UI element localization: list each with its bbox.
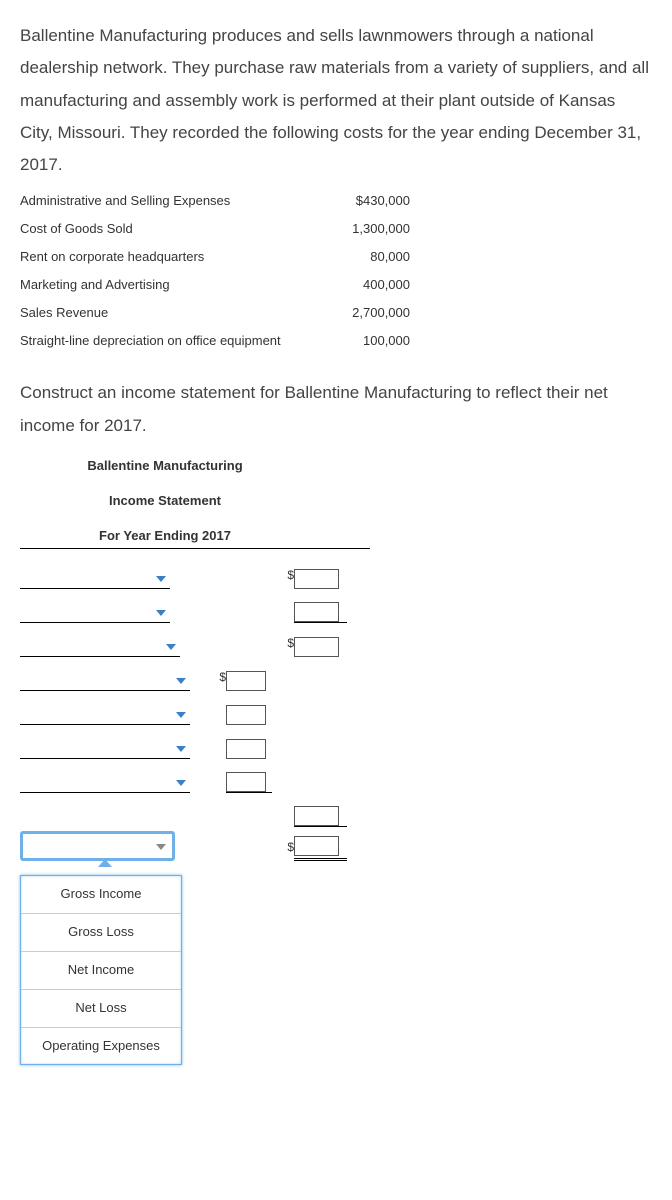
dollar-sign: $ — [216, 668, 226, 691]
cost-row: Cost of Goods Sold1,300,000 — [20, 219, 652, 247]
cost-row: Administrative and Selling Expenses$430,… — [20, 191, 652, 219]
line-item-dropdown[interactable] — [20, 767, 190, 793]
cost-label: Marketing and Advertising — [20, 275, 330, 296]
amount-input[interactable] — [294, 602, 339, 622]
cost-row: Rent on corporate headquarters80,000 — [20, 247, 652, 275]
line-item-dropdown[interactable] — [20, 831, 175, 861]
dropdown-option[interactable]: Operating Expenses — [21, 1028, 181, 1065]
cost-value: 80,000 — [330, 247, 410, 268]
worksheet-row — [20, 725, 652, 759]
cost-table: Administrative and Selling Expenses$430,… — [20, 191, 652, 359]
dropdown-option[interactable]: Gross Loss — [21, 914, 181, 952]
worksheet-row: $ — [20, 555, 652, 589]
chevron-down-icon — [176, 780, 186, 786]
amount-col-1 — [216, 767, 276, 793]
problem-paragraph-2: Construct an income statement for Ballen… — [20, 377, 652, 442]
chevron-down-icon — [176, 712, 186, 718]
amount-col-1 — [216, 739, 276, 759]
cost-row: Straight-line depreciation on office equ… — [20, 331, 652, 359]
amount-col-2 — [284, 801, 354, 827]
amount-input[interactable] — [226, 772, 266, 792]
chevron-down-icon — [156, 610, 166, 616]
statement-company: Ballentine Manufacturing — [30, 456, 300, 477]
statement-period: For Year Ending 2017 — [30, 526, 300, 547]
worksheet-row: $ — [20, 827, 652, 861]
dropdown-option[interactable]: Net Loss — [21, 990, 181, 1028]
amount-col-2: $ — [284, 634, 354, 657]
chevron-down-icon — [176, 678, 186, 684]
chevron-down-icon — [176, 746, 186, 752]
amount-input[interactable] — [226, 739, 266, 759]
income-statement-worksheet: $ $ $ $ — [20, 555, 652, 861]
cost-value: 400,000 — [330, 275, 410, 296]
statement-title: Income Statement — [30, 491, 300, 512]
dropdown-options-list[interactable]: Gross IncomeGross LossNet IncomeNet Loss… — [20, 875, 182, 1065]
cost-row: Sales Revenue2,700,000 — [20, 303, 652, 331]
line-item-dropdown[interactable] — [20, 597, 170, 623]
cost-label: Sales Revenue — [20, 303, 330, 324]
amount-input[interactable] — [226, 671, 266, 691]
worksheet-row: $ — [20, 623, 652, 657]
amount-input[interactable] — [294, 569, 339, 589]
cost-value: $430,000 — [330, 191, 410, 212]
dollar-sign: $ — [284, 838, 294, 861]
amount-col-1: $ — [216, 668, 276, 691]
cost-label: Straight-line depreciation on office equ… — [20, 331, 330, 352]
problem-paragraph-1: Ballentine Manufacturing produces and se… — [20, 20, 652, 181]
amount-input[interactable] — [294, 836, 339, 856]
line-item-dropdown[interactable] — [20, 563, 170, 589]
dollar-sign: $ — [284, 634, 294, 657]
worksheet-row — [20, 691, 652, 725]
worksheet-row — [20, 793, 652, 827]
dropdown-option[interactable]: Net Income — [21, 952, 181, 990]
cost-label: Cost of Goods Sold — [20, 219, 330, 240]
amount-input[interactable] — [226, 705, 266, 725]
amount-input[interactable] — [294, 806, 339, 826]
cost-label: Rent on corporate headquarters — [20, 247, 330, 268]
line-item-dropdown[interactable] — [20, 631, 180, 657]
line-item-dropdown[interactable] — [20, 665, 190, 691]
cost-value: 100,000 — [330, 331, 410, 352]
amount-col-2: $ — [284, 833, 354, 861]
statement-divider — [20, 548, 370, 549]
cost-row: Marketing and Advertising400,000 — [20, 275, 652, 303]
amount-col-2 — [284, 597, 354, 623]
chevron-down-icon — [156, 844, 166, 850]
worksheet-row — [20, 589, 652, 623]
line-item-dropdown[interactable] — [20, 733, 190, 759]
cost-label: Administrative and Selling Expenses — [20, 191, 330, 212]
amount-col-2: $ — [284, 566, 354, 589]
amount-col-1 — [216, 705, 276, 725]
amount-input[interactable] — [294, 637, 339, 657]
chevron-down-icon — [166, 644, 176, 650]
line-item-dropdown[interactable] — [20, 699, 190, 725]
chevron-down-icon — [156, 576, 166, 582]
cost-value: 2,700,000 — [330, 303, 410, 324]
worksheet-row: $ — [20, 657, 652, 691]
dropdown-option[interactable]: Gross Income — [21, 876, 181, 914]
worksheet-row — [20, 759, 652, 793]
dollar-sign: $ — [284, 566, 294, 589]
cost-value: 1,300,000 — [330, 219, 410, 240]
